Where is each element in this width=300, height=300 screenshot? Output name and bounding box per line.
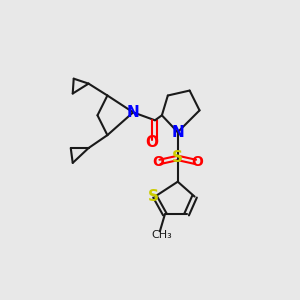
Text: N: N [171, 125, 184, 140]
Text: O: O [146, 135, 158, 150]
Text: N: N [127, 105, 140, 120]
Text: CH₃: CH₃ [152, 230, 172, 240]
Text: S: S [172, 150, 183, 165]
Text: O: O [192, 155, 203, 169]
Text: O: O [152, 155, 164, 169]
Text: S: S [148, 189, 158, 204]
